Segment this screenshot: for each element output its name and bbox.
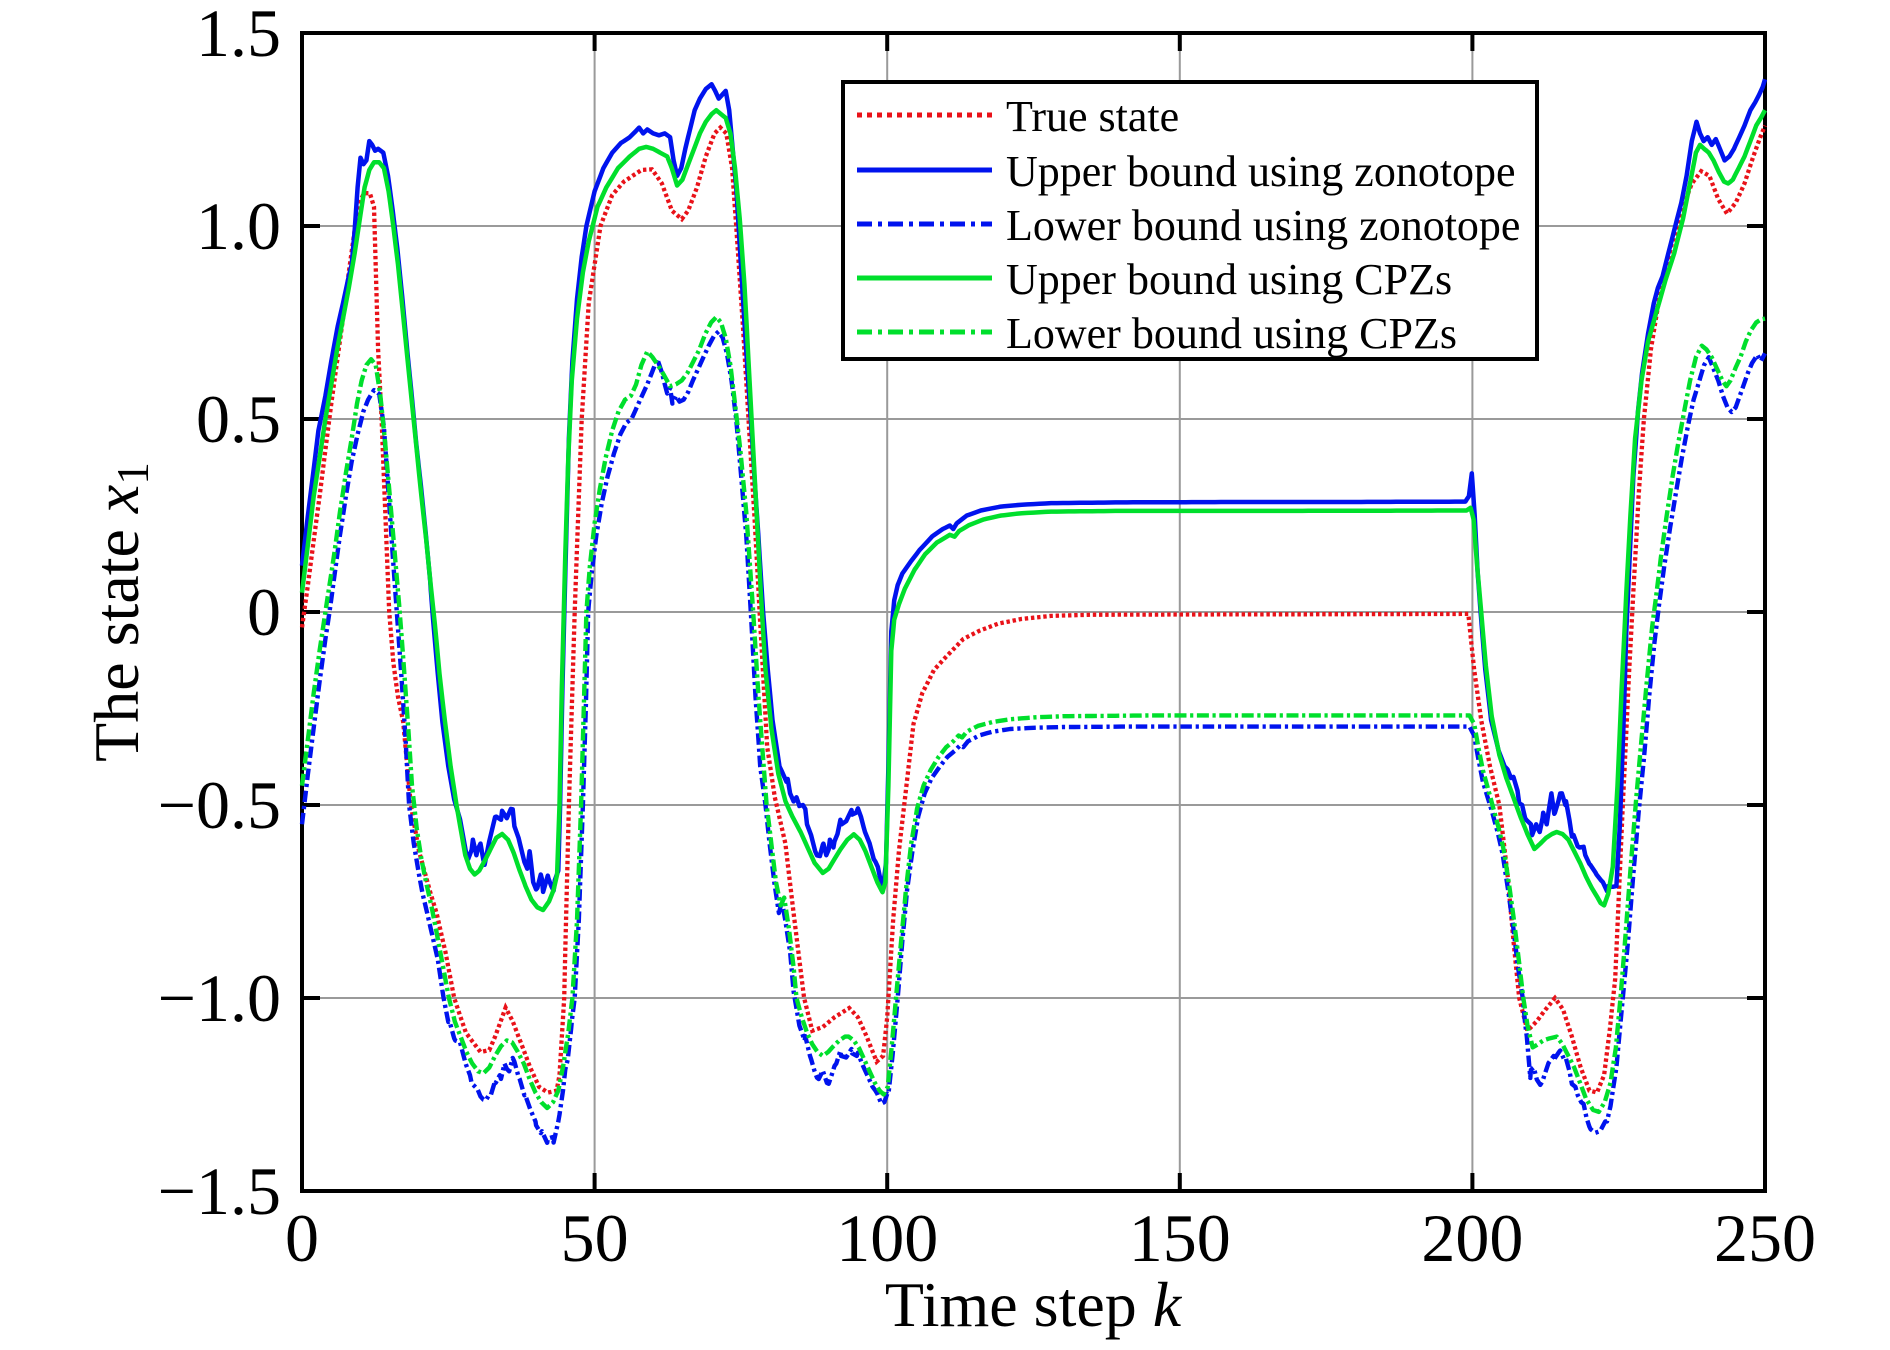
svg-text:0.5: 0.5 [196,381,281,457]
svg-text:−1.0: −1.0 [158,960,281,1036]
svg-text:−1.5: −1.5 [158,1153,281,1229]
svg-text:The state x1: The state x1 [81,462,158,762]
svg-text:Lower bound using zonotope: Lower bound using zonotope [1006,201,1520,250]
svg-text:Lower bound using CPZs: Lower bound using CPZs [1006,309,1457,358]
svg-text:0: 0 [285,1200,319,1276]
svg-text:True state: True state [1006,92,1179,141]
svg-text:Time step k: Time step k [885,1269,1183,1340]
svg-text:−0.5: −0.5 [158,767,281,843]
svg-text:100: 100 [836,1200,938,1276]
svg-text:150: 150 [1129,1200,1231,1276]
svg-text:1.5: 1.5 [196,0,281,71]
svg-text:50: 50 [561,1200,629,1276]
svg-text:250: 250 [1714,1200,1816,1276]
svg-text:1.0: 1.0 [196,188,281,264]
svg-text:Upper bound using zonotope: Upper bound using zonotope [1006,147,1516,196]
svg-text:200: 200 [1421,1200,1523,1276]
svg-text:Upper bound using CPZs: Upper bound using CPZs [1006,255,1452,304]
svg-text:0: 0 [247,574,281,650]
